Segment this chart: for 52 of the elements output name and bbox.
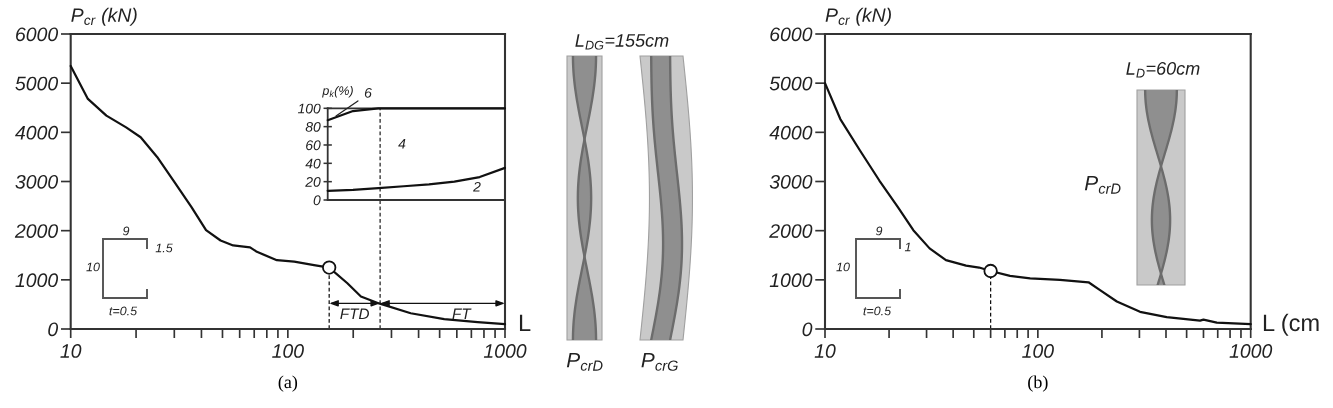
y-tick-label: 40 <box>305 158 321 169</box>
x-tick-label: 100 <box>1022 344 1054 358</box>
y-tick-label: 1000 <box>769 273 813 288</box>
x-tick-label: 10 <box>814 344 836 358</box>
y-tick-label: 6000 <box>16 27 59 42</box>
y-tick-label: 2000 <box>769 224 813 238</box>
y-tick-label: 5000 <box>769 76 813 91</box>
y-tick-label: 4000 <box>769 125 813 140</box>
y-axis-title: p$_{k}$(%) <box>322 85 353 98</box>
annotation: t=0.5 <box>863 306 892 316</box>
y-tick-label: 100 <box>297 103 321 114</box>
y-tick-label: 3000 <box>769 174 813 189</box>
y-tick-label: 3000 <box>15 174 59 189</box>
line-series <box>326 166 507 192</box>
x-tick-label: 1000 <box>483 344 527 358</box>
x-tick-label: 1000 <box>1229 344 1273 358</box>
annotation: 4 <box>398 139 406 149</box>
y-tick-label: 0 <box>802 322 813 337</box>
text: P$_{crD}$ <box>566 353 603 371</box>
y-tick-label: 20 <box>305 176 321 187</box>
annotation: t=0.5 <box>109 306 138 316</box>
x-tick-label: 100 <box>272 344 304 358</box>
annotation: FT <box>452 308 472 320</box>
x-tick-label: 10 <box>60 344 82 358</box>
annotation: 1.5 <box>155 243 173 253</box>
text: (b) <box>1028 375 1048 392</box>
y-tick-label: 0 <box>313 195 321 206</box>
y-tick-label: 2000 <box>14 224 59 238</box>
y-tick-label: 1000 <box>15 273 59 288</box>
y-tick-label: 5000 <box>15 76 59 91</box>
annotation: FTD <box>340 308 369 320</box>
y-axis-title: P$_{cr}$ (kN) <box>71 7 137 26</box>
text: L$_{DG}$=155cm <box>575 34 669 50</box>
x-axis-title: L (cm <box>1263 313 1319 336</box>
y-axis-title: P$_{cr}$ (kN) <box>825 7 891 26</box>
annotation: 9 <box>122 226 130 236</box>
annotation: 9 <box>875 226 883 236</box>
y-tick-label: 4000 <box>15 125 59 140</box>
text: (a) <box>278 375 298 392</box>
annotation: P$_{crD}$ <box>1084 176 1121 194</box>
y-tick-label: 0 <box>48 322 59 337</box>
annotation: 1 <box>904 242 911 252</box>
text: P$_{crG}$ <box>641 353 678 371</box>
y-tick-label: 60 <box>306 140 321 151</box>
annotation: 10 <box>86 262 100 272</box>
y-tick-label: 80 <box>305 121 321 132</box>
x-axis-title: L <box>519 314 531 331</box>
annotation: 10 <box>836 262 850 272</box>
y-tick-label: 6000 <box>770 27 813 42</box>
annotation: 2 <box>473 181 481 192</box>
annotation: 6 <box>364 87 372 98</box>
annotation: L$_{D}$=60cm <box>1126 62 1200 78</box>
